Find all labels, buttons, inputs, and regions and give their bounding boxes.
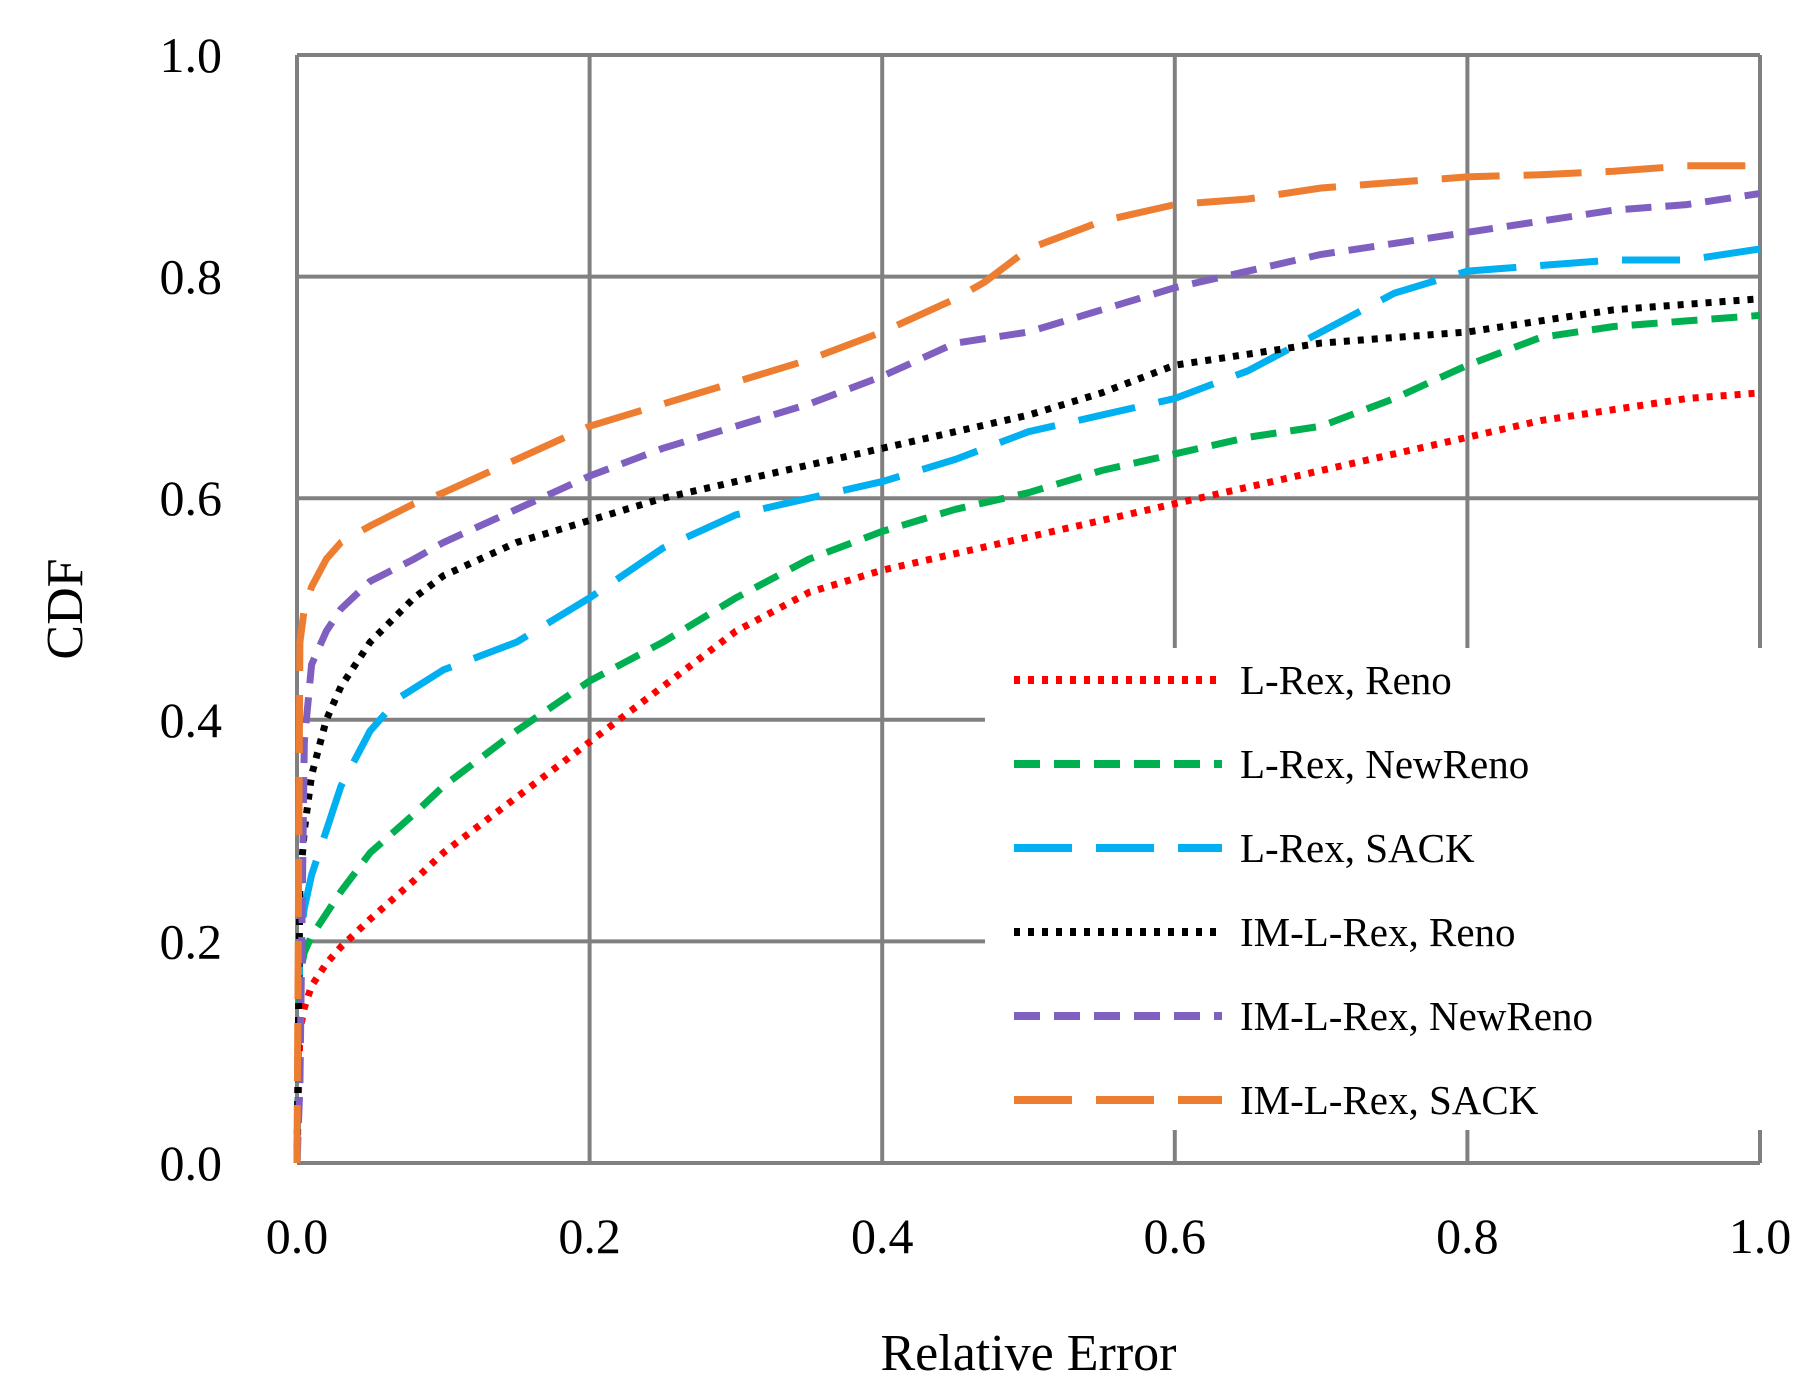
series-line-3	[293, 295, 1761, 1164]
y-tick-label: 0.4	[160, 692, 223, 748]
x-tick-label: 0.4	[851, 1208, 914, 1264]
y-tick-label: 0.0	[160, 1135, 223, 1191]
y-axis-label: CDF	[37, 558, 94, 659]
series-line-5	[293, 162, 1760, 1164]
legend-label-1: L-Rex, NewReno	[1240, 741, 1529, 787]
series-lines	[293, 162, 1761, 1164]
y-tick-label: 0.2	[160, 913, 223, 969]
y-tick-label: 1.0	[160, 27, 223, 83]
x-tick-label: 0.6	[1144, 1208, 1207, 1264]
x-tick-label: 0.2	[558, 1208, 621, 1264]
series-line-2	[293, 245, 1761, 1164]
series-line-0	[293, 389, 1761, 1164]
legend-label-5: IM-L-Rex, SACK	[1240, 1077, 1539, 1123]
x-tick-label: 0.0	[266, 1208, 329, 1264]
legend-label-0: L-Rex, Reno	[1240, 657, 1452, 703]
y-tick-label: 0.8	[160, 249, 223, 305]
series-line-1	[293, 311, 1761, 1164]
x-axis-label: Relative Error	[881, 1325, 1177, 1382]
legend: L-Rex, Reno L-Rex, NewReno L-Rex, SACK IM-L…	[985, 648, 1765, 1130]
x-tick-label: 1.0	[1729, 1208, 1792, 1264]
y-tick-label: 0.6	[160, 470, 223, 526]
legend-label-4: IM-L-Rex, NewReno	[1240, 993, 1593, 1039]
tick-labels: 0.0 0.2 0.4 0.6 0.8 1.0 0.0 0.2 0.4 0.6 0.8 1.0	[160, 27, 1792, 1264]
legend-label-3: IM-L-Rex, Reno	[1240, 909, 1516, 955]
legend-label-2: L-Rex, SACK	[1240, 825, 1475, 871]
x-tick-label: 0.8	[1436, 1208, 1499, 1264]
series-line-4	[293, 190, 1761, 1164]
gridlines	[295, 53, 1762, 1165]
legend-box	[985, 648, 1765, 1130]
